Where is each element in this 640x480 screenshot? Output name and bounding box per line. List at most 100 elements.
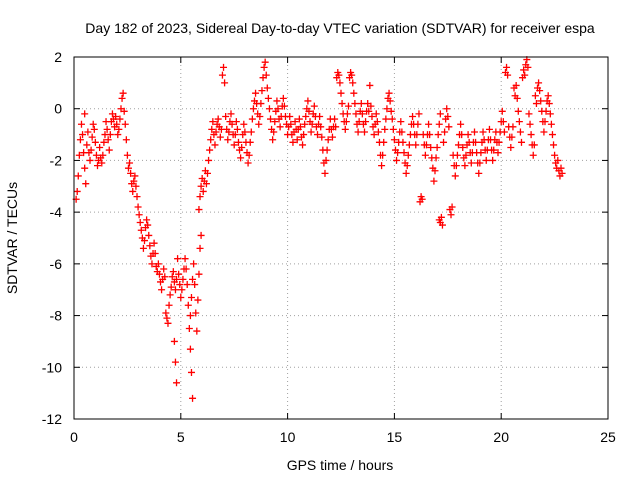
data-point bbox=[93, 162, 101, 170]
data-point bbox=[360, 128, 368, 136]
y-tick-label: -8 bbox=[50, 308, 63, 324]
data-point bbox=[114, 131, 122, 139]
data-point bbox=[383, 105, 391, 113]
data-point bbox=[88, 133, 96, 141]
data-point bbox=[357, 100, 365, 108]
data-point bbox=[485, 125, 493, 133]
data-point bbox=[471, 128, 478, 136]
data-point bbox=[451, 172, 459, 180]
data-point bbox=[174, 255, 182, 263]
data-point bbox=[524, 63, 532, 71]
data-point bbox=[82, 180, 90, 188]
data-point bbox=[211, 141, 219, 149]
data-point bbox=[317, 123, 325, 131]
data-point bbox=[166, 291, 174, 299]
data-point bbox=[370, 131, 378, 139]
data-point bbox=[140, 237, 148, 245]
data-point bbox=[349, 79, 357, 87]
data-point bbox=[482, 156, 490, 164]
x-tick-label: 5 bbox=[177, 429, 185, 445]
data-point bbox=[521, 71, 529, 79]
y-tick-label: -10 bbox=[42, 359, 62, 375]
data-point bbox=[413, 131, 421, 139]
data-point bbox=[127, 169, 135, 177]
data-point bbox=[527, 131, 535, 139]
data-point bbox=[498, 107, 506, 115]
data-point bbox=[531, 92, 539, 100]
data-point bbox=[144, 221, 152, 229]
data-point bbox=[122, 136, 130, 144]
data-point bbox=[448, 203, 456, 211]
data-point bbox=[458, 131, 466, 139]
data-point bbox=[461, 162, 469, 170]
data-point bbox=[507, 144, 515, 151]
data-point bbox=[308, 120, 316, 128]
data-point bbox=[98, 159, 106, 167]
data-point bbox=[336, 79, 344, 87]
data-point bbox=[499, 118, 507, 126]
data-point bbox=[508, 133, 516, 141]
data-point bbox=[500, 128, 508, 136]
data-point bbox=[550, 141, 558, 149]
data-point bbox=[170, 337, 178, 345]
data-point bbox=[76, 136, 84, 144]
data-point bbox=[415, 110, 423, 118]
data-point bbox=[462, 151, 470, 159]
data-point bbox=[220, 63, 228, 71]
data-point bbox=[218, 71, 226, 79]
data-point bbox=[421, 151, 429, 159]
data-point bbox=[160, 265, 168, 273]
data-point bbox=[540, 128, 548, 136]
data-point bbox=[422, 141, 430, 149]
data-point bbox=[445, 123, 453, 131]
data-point bbox=[344, 102, 352, 110]
data-point bbox=[452, 162, 460, 170]
data-point bbox=[291, 118, 299, 126]
data-point bbox=[343, 110, 351, 118]
data-point bbox=[116, 115, 124, 123]
data-point bbox=[193, 327, 201, 335]
data-point bbox=[321, 169, 329, 177]
data-point bbox=[258, 87, 266, 95]
data-point bbox=[106, 131, 114, 139]
data-point bbox=[516, 128, 524, 136]
data-point bbox=[350, 89, 358, 97]
data-point bbox=[328, 133, 336, 141]
data-point bbox=[397, 118, 405, 126]
data-point bbox=[183, 281, 191, 289]
data-point bbox=[394, 149, 402, 157]
data-point bbox=[168, 273, 176, 281]
data-point bbox=[425, 120, 433, 128]
data-point bbox=[79, 131, 87, 139]
data-point bbox=[530, 141, 538, 149]
data-point bbox=[513, 94, 521, 102]
data-point bbox=[430, 177, 438, 185]
data-point bbox=[230, 141, 238, 149]
data-point bbox=[216, 133, 224, 141]
data-point bbox=[204, 169, 211, 177]
data-point bbox=[133, 193, 141, 201]
data-point bbox=[393, 156, 401, 164]
data-point bbox=[104, 136, 112, 144]
data-point bbox=[195, 206, 203, 214]
data-point bbox=[472, 138, 480, 146]
data-point bbox=[131, 172, 139, 180]
data-point bbox=[558, 169, 566, 177]
data-point bbox=[202, 180, 210, 188]
data-point bbox=[81, 164, 89, 172]
data-point bbox=[302, 112, 310, 120]
data-point bbox=[441, 128, 449, 136]
data-point bbox=[348, 71, 356, 79]
data-point bbox=[150, 239, 158, 247]
data-point bbox=[129, 187, 137, 195]
data-point bbox=[412, 141, 420, 149]
data-point bbox=[245, 151, 253, 159]
data-point bbox=[248, 115, 256, 123]
data-point bbox=[256, 112, 264, 120]
data-point bbox=[438, 221, 446, 229]
data-point bbox=[318, 133, 326, 141]
data-point bbox=[400, 149, 408, 157]
data-point bbox=[249, 105, 257, 113]
data-point bbox=[185, 325, 193, 332]
